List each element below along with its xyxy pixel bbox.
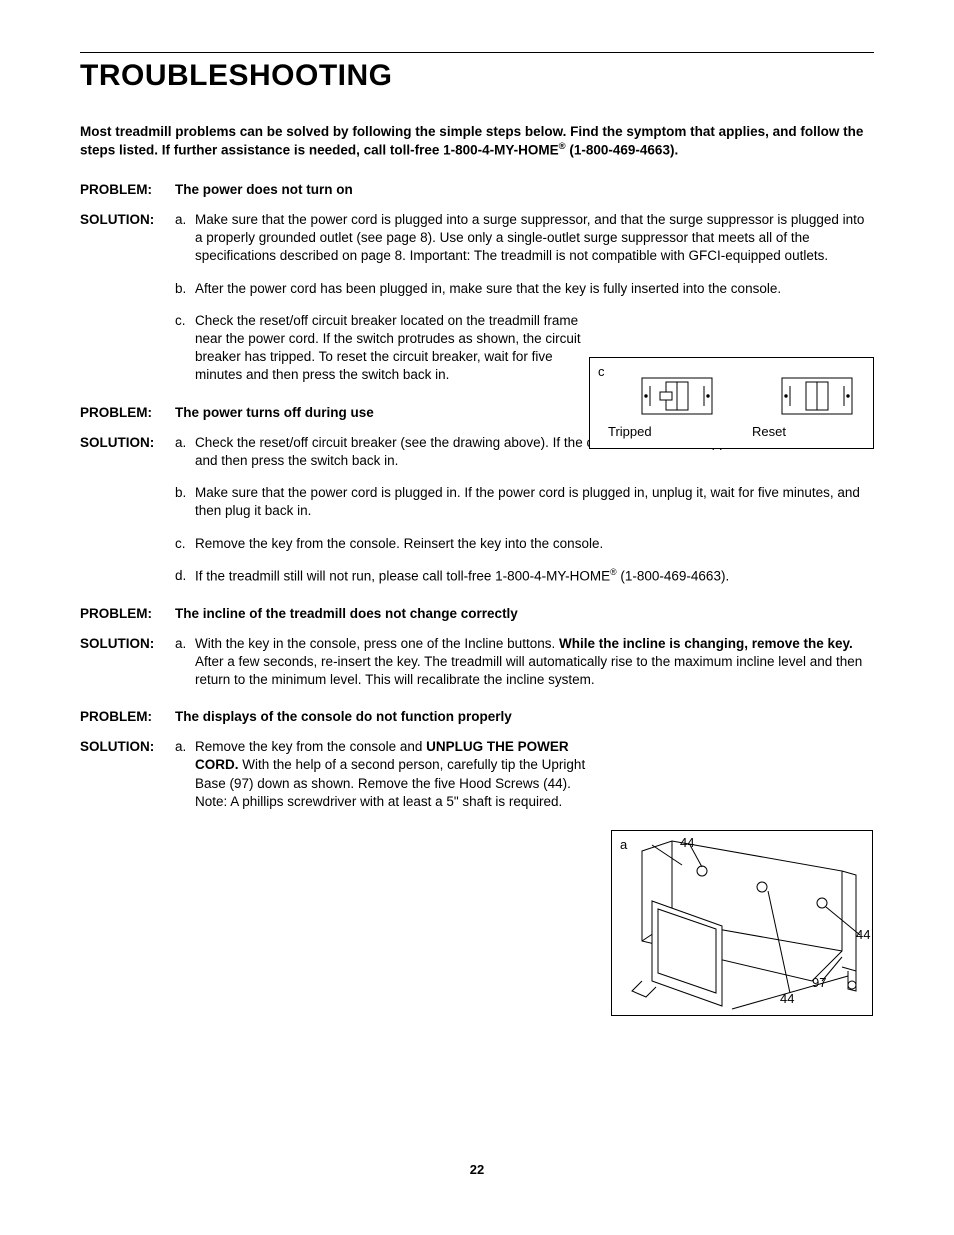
callout-44-bottom: 44 xyxy=(780,991,794,1006)
solution-text: Remove the key from the console. Reinser… xyxy=(195,535,874,553)
solution-text: Make sure that the power cord is plugged… xyxy=(195,211,874,266)
solution-row: SOLUTION:a.Remove the key from the conso… xyxy=(80,738,874,811)
diagram-a-svg xyxy=(612,831,872,1015)
solution-label: SOLUTION: xyxy=(80,211,175,266)
solution-label xyxy=(80,567,175,586)
solution-letter: a. xyxy=(175,434,195,470)
intro-text: Most treadmill problems can be solved by… xyxy=(80,123,874,160)
solution-letter: a. xyxy=(175,635,195,690)
solution-label xyxy=(80,484,175,520)
solution-row: b.Make sure that the power cord is plugg… xyxy=(80,484,874,520)
page-number: 22 xyxy=(0,1162,954,1177)
solution-text: With the key in the console, press one o… xyxy=(195,635,874,690)
problem-title: The displays of the console do not funct… xyxy=(175,709,512,724)
problem-heading: PROBLEM:The power does not turn on xyxy=(80,182,874,197)
solution-text: After the power cord has been plugged in… xyxy=(195,280,874,298)
problem-label: PROBLEM: xyxy=(80,709,175,724)
problem-label: PROBLEM: xyxy=(80,606,175,621)
solution-row: SOLUTION:a.With the key in the console, … xyxy=(80,635,874,690)
solution-row: SOLUTION:a.Make sure that the power cord… xyxy=(80,211,874,266)
solution-letter: a. xyxy=(175,738,195,811)
solution-letter: a. xyxy=(175,211,195,266)
problem-label: PROBLEM: xyxy=(80,182,175,197)
solution-label: SOLUTION: xyxy=(80,635,175,690)
diagram-circuit-breaker: c Tripped Reset xyxy=(589,357,874,449)
callout-44-right: 44 xyxy=(856,927,870,942)
solution-letter: c. xyxy=(175,535,195,553)
solution-text: Remove the key from the console and UNPL… xyxy=(195,738,595,811)
solution-label xyxy=(80,535,175,553)
solution-row: c.Remove the key from the console. Reins… xyxy=(80,535,874,553)
problem-title: The power turns off during use xyxy=(175,405,374,420)
solution-text: Check the reset/off circuit breaker loca… xyxy=(195,312,595,385)
label-reset: Reset xyxy=(752,424,786,439)
solution-row: d.If the treadmill still will not run, p… xyxy=(80,567,874,586)
top-rule xyxy=(80,52,874,53)
problem-heading: PROBLEM:The displays of the console do n… xyxy=(80,709,874,724)
solution-text: If the treadmill still will not run, ple… xyxy=(195,567,874,586)
solution-row: b.After the power cord has been plugged … xyxy=(80,280,874,298)
problem-title: The incline of the treadmill does not ch… xyxy=(175,606,518,621)
solution-letter: b. xyxy=(175,484,195,520)
solution-block: SOLUTION:a.With the key in the console, … xyxy=(80,635,874,690)
solution-letter: d. xyxy=(175,567,195,586)
problems-list: PROBLEM:The power does not turn onSOLUTI… xyxy=(80,182,874,811)
callout-44-top: 44 xyxy=(680,835,694,850)
solution-label xyxy=(80,312,175,385)
page-title: TROUBLESHOOTING xyxy=(80,59,874,93)
solution-label xyxy=(80,280,175,298)
solution-block: SOLUTION:a.Remove the key from the conso… xyxy=(80,738,874,811)
solution-text: Make sure that the power cord is plugged… xyxy=(195,484,874,520)
solution-block: SOLUTION:a.Check the reset/off circuit b… xyxy=(80,434,874,586)
problem-label: PROBLEM: xyxy=(80,405,175,420)
problem-title: The power does not turn on xyxy=(175,182,353,197)
problem-heading: PROBLEM:The incline of the treadmill doe… xyxy=(80,606,874,621)
solution-label: SOLUTION: xyxy=(80,738,175,811)
solution-label: SOLUTION: xyxy=(80,434,175,470)
solution-letter: b. xyxy=(175,280,195,298)
callout-97: 97 xyxy=(812,975,826,990)
solution-letter: c. xyxy=(175,312,195,385)
diagram-upright-base: a xyxy=(611,830,873,1016)
label-tripped: Tripped xyxy=(608,424,652,439)
